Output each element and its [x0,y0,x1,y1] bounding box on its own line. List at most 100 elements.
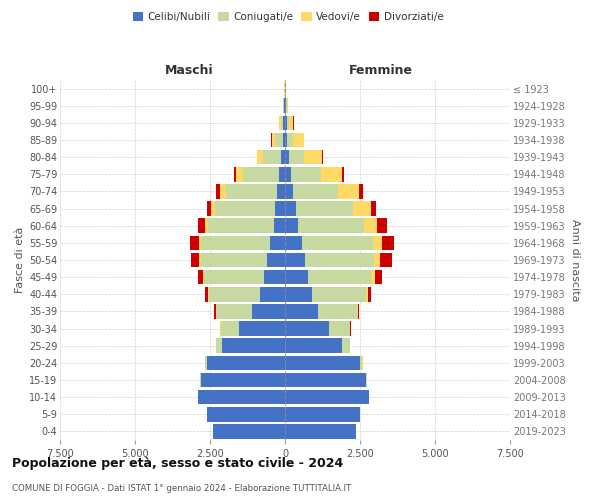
Bar [357,304,358,318]
Bar [190,236,199,250]
Bar [201,252,267,268]
Bar [285,287,312,302]
Bar [213,424,285,438]
Bar [260,287,285,302]
Bar [377,218,387,233]
Bar [374,252,380,268]
Bar [198,270,203,284]
Bar [296,202,353,216]
Bar [285,424,355,438]
Bar [285,304,318,318]
Bar [205,287,208,302]
Bar [277,184,285,198]
Text: COMUNE DI FOGGIA - Dati ISTAT 1° gennaio 2024 - Elaborazione TUTTITALIA.IT: COMUNE DI FOGGIA - Dati ISTAT 1° gennaio… [12,484,351,493]
Bar [221,322,239,336]
Bar [285,322,329,336]
Bar [263,150,281,164]
Bar [298,218,364,233]
Bar [203,270,204,284]
Bar [284,98,285,113]
Bar [285,167,291,182]
Bar [271,132,275,148]
Bar [285,236,302,250]
Bar [322,150,323,164]
Bar [205,356,207,370]
Bar [367,287,371,302]
Bar [360,356,362,370]
Bar [293,184,338,198]
Bar [304,150,322,164]
Bar [267,252,285,268]
Bar [302,236,373,250]
Bar [285,184,293,198]
Bar [366,372,367,388]
Bar [312,287,366,302]
Bar [252,304,285,318]
Bar [285,270,308,284]
Bar [199,252,201,268]
Text: Maschi: Maschi [164,64,214,76]
Bar [366,287,367,302]
Bar [293,132,304,148]
Bar [208,218,274,233]
Bar [234,167,236,182]
Bar [289,150,304,164]
Bar [208,287,209,302]
Bar [289,116,293,130]
Bar [285,116,287,130]
Bar [200,372,201,388]
Bar [285,150,289,164]
Bar [207,407,285,422]
Bar [353,202,371,216]
Bar [205,218,208,233]
Bar [236,167,243,182]
Text: Femmine: Femmine [349,64,413,76]
Y-axis label: Fasce di età: Fasce di età [14,227,25,293]
Bar [216,304,252,318]
Bar [318,304,357,318]
Bar [226,184,277,198]
Bar [201,236,270,250]
Bar [287,98,288,113]
Bar [198,390,285,404]
Bar [220,184,226,198]
Bar [209,287,260,302]
Bar [264,270,285,284]
Bar [375,270,382,284]
Text: Popolazione per età, sesso e stato civile - 2024: Popolazione per età, sesso e stato civil… [12,458,343,470]
Bar [270,236,285,250]
Bar [285,390,369,404]
Bar [329,322,349,336]
Bar [285,338,342,353]
Bar [207,202,211,216]
Bar [308,270,371,284]
Bar [285,202,296,216]
Bar [380,252,392,268]
Bar [257,150,263,164]
Bar [239,322,285,336]
Bar [338,184,359,198]
Bar [382,236,394,250]
Bar [285,98,286,113]
Bar [191,252,199,268]
Bar [286,98,287,113]
Bar [216,184,220,198]
Bar [201,372,285,388]
Legend: Celibi/Nubili, Coniugati/e, Vedovi/e, Divorziati/e: Celibi/Nubili, Coniugati/e, Vedovi/e, Di… [128,8,448,26]
Bar [214,304,216,318]
Bar [285,372,366,388]
Bar [305,252,374,268]
Bar [342,338,349,353]
Bar [285,407,360,422]
Bar [281,116,283,130]
Bar [275,132,283,148]
Bar [216,338,222,353]
Bar [285,252,305,268]
Bar [215,202,275,216]
Bar [222,338,285,353]
Bar [285,356,360,370]
Bar [321,167,342,182]
Bar [211,202,215,216]
Bar [275,202,285,216]
Bar [342,167,344,182]
